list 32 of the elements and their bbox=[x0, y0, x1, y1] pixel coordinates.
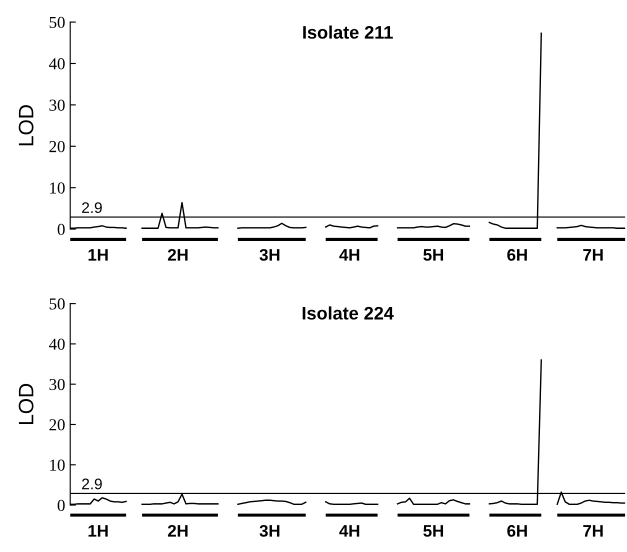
chart-title: Isolate 211 bbox=[303, 26, 393, 39]
ref-line-label: 2.9 bbox=[82, 202, 102, 214]
ref-line-label: 2.9 bbox=[82, 478, 102, 490]
y-tick-label: 10 bbox=[50, 182, 65, 194]
y-tick-label: 50 bbox=[50, 16, 65, 28]
x-tick-label: 5H bbox=[423, 249, 444, 261]
x-tick-label: 2H bbox=[168, 248, 188, 261]
x-tick-label: 1H bbox=[88, 249, 108, 261]
x-tick-label: 1H bbox=[88, 525, 108, 537]
y-tick-label: 50 bbox=[50, 298, 65, 310]
x-tick-label: 2H bbox=[168, 524, 188, 537]
x-tick-label: 3H bbox=[260, 524, 280, 537]
y-tick-label: 20 bbox=[49, 419, 65, 430]
x-tick-label: 4H bbox=[339, 249, 360, 261]
y-tick-label: 30 bbox=[49, 378, 65, 390]
y-tick-label: 0 bbox=[58, 500, 65, 512]
y-tick-label: 10 bbox=[50, 459, 65, 471]
x-tick-label: 6H bbox=[507, 248, 527, 261]
y-axis-title: LOD bbox=[18, 105, 34, 146]
y-tick-label: 0 bbox=[58, 224, 65, 236]
y-tick-label: 40 bbox=[49, 58, 65, 70]
chart-title: Isolate 224 bbox=[302, 306, 394, 320]
y-axis-title: LOD bbox=[18, 384, 34, 424]
x-tick-label: 5H bbox=[423, 525, 444, 537]
y-tick-label: 20 bbox=[49, 140, 65, 152]
x-tick-label: 6H bbox=[507, 524, 527, 537]
y-tick-label: 30 bbox=[49, 100, 65, 111]
x-tick-label: 7H bbox=[583, 525, 603, 537]
x-tick-label: 7H bbox=[583, 249, 603, 261]
x-tick-label: 3H bbox=[260, 248, 280, 261]
x-tick-label: 4H bbox=[339, 525, 360, 537]
y-tick-label: 40 bbox=[49, 338, 65, 350]
